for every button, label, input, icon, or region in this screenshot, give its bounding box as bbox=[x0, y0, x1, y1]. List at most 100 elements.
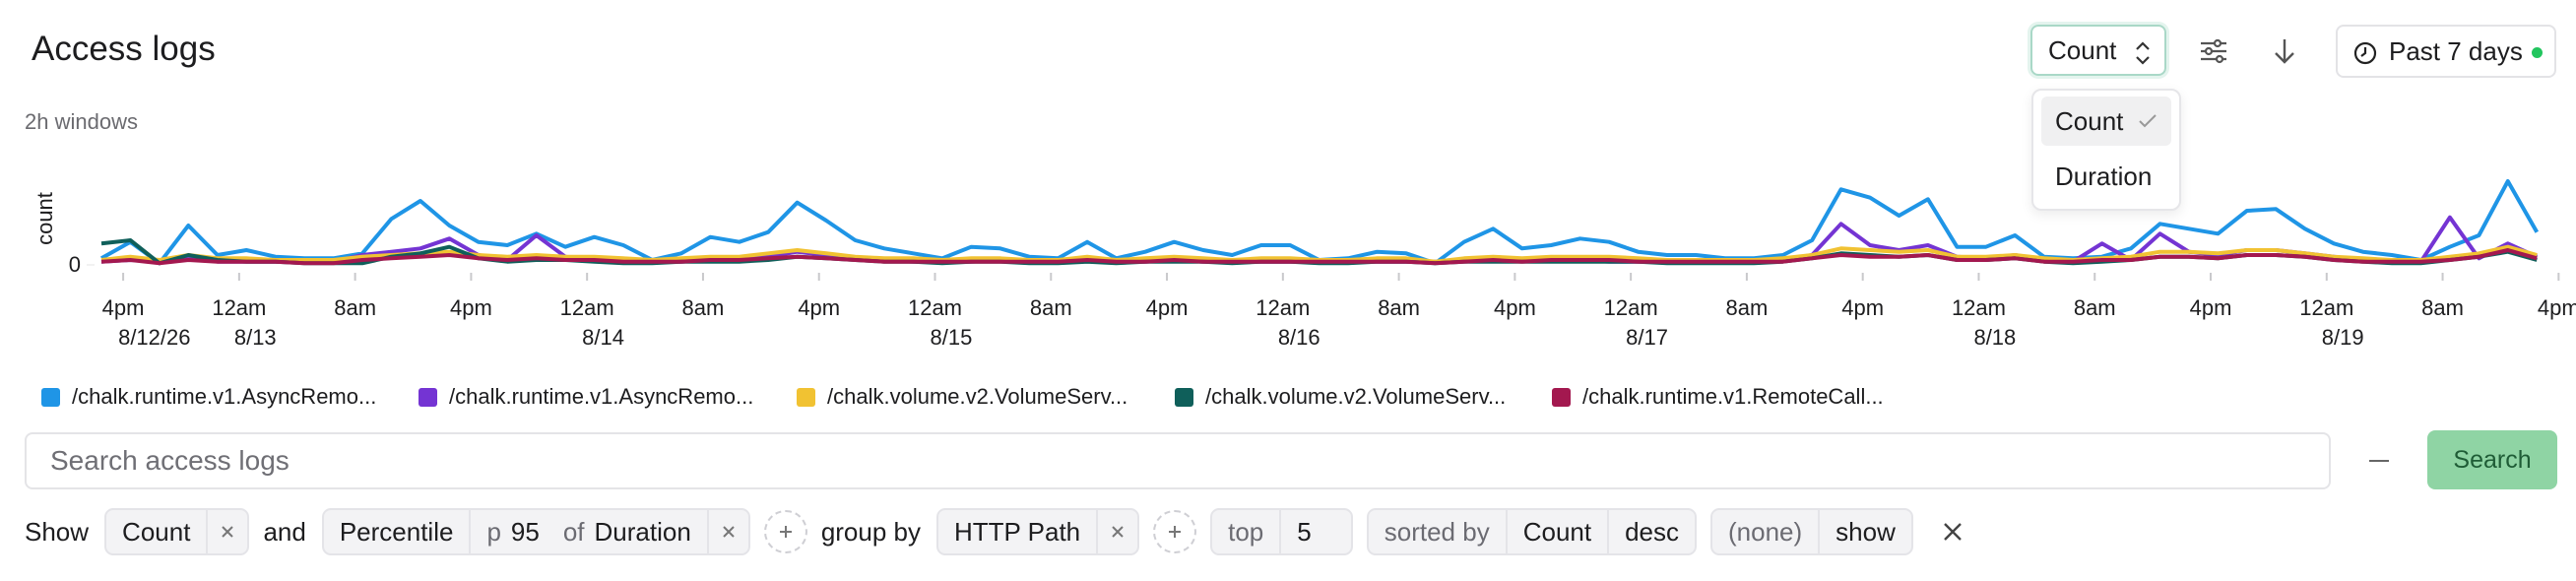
series-line bbox=[100, 248, 2538, 266]
y-axis-label: count bbox=[32, 192, 57, 245]
x-tick-label: 12am bbox=[1256, 295, 1310, 320]
chevrons-icon bbox=[2136, 41, 2150, 65]
remove-button[interactable] bbox=[208, 510, 247, 553]
check-icon bbox=[2139, 114, 2157, 128]
x-tick-label: 12am bbox=[1604, 295, 1658, 320]
chip-text: Percentile bbox=[324, 510, 472, 553]
legend-swatch bbox=[41, 387, 60, 407]
legend-swatch bbox=[1175, 387, 1193, 407]
menu-option-label: Duration bbox=[2055, 161, 2153, 191]
x-tick-label: 12am bbox=[560, 295, 614, 320]
chip-label: (none) bbox=[1712, 510, 1821, 553]
legend-label: /chalk.runtime.v1.RemoteCall... bbox=[1582, 384, 1884, 409]
legend-item[interactable]: /chalk.runtime.v1.AsyncRemo... bbox=[41, 384, 376, 410]
page-title: Access logs bbox=[32, 30, 216, 68]
x-tick-date: 8/13 bbox=[234, 325, 277, 350]
query-word: and bbox=[263, 516, 306, 547]
legend-swatch bbox=[419, 387, 437, 407]
search-button-label: Search bbox=[2453, 445, 2532, 474]
legend-swatch bbox=[797, 387, 815, 407]
add-button[interactable] bbox=[1153, 510, 1197, 553]
legend-label: /chalk.volume.v2.VolumeServ... bbox=[827, 384, 1128, 409]
x-tick-date: 8/14 bbox=[582, 325, 624, 350]
x-tick-date: 8/17 bbox=[1626, 325, 1668, 350]
x-tick-label: 8am bbox=[2074, 295, 2116, 320]
clear-button[interactable] bbox=[2367, 451, 2391, 471]
group-chip[interactable]: HTTP Path bbox=[936, 508, 1140, 555]
remove-button[interactable] bbox=[1098, 510, 1137, 553]
chip-text: Duration bbox=[594, 516, 691, 547]
window-label: 2h windows bbox=[25, 109, 138, 134]
sort-chip[interactable]: sorted by Count desc bbox=[1366, 508, 1698, 555]
menu-option[interactable]: Duration bbox=[2041, 152, 2171, 201]
x-tick-date: 8/15 bbox=[930, 325, 972, 350]
clock-icon bbox=[2353, 41, 2377, 65]
remove-button[interactable] bbox=[709, 510, 748, 553]
chip-text: Count bbox=[106, 510, 209, 553]
x-tick-label: 8am bbox=[1030, 295, 1072, 320]
x-tick-label: 12am bbox=[2299, 295, 2353, 320]
x-tick-label: 8am bbox=[1378, 295, 1420, 320]
metric-select[interactable]: Count bbox=[2030, 25, 2166, 76]
legend-item[interactable]: /chalk.runtime.v1.RemoteCall... bbox=[1552, 384, 1884, 410]
legend-label: /chalk.runtime.v1.AsyncRemo... bbox=[72, 384, 377, 409]
chip-text: desc bbox=[1625, 516, 1680, 547]
x-tick-label: 12am bbox=[212, 295, 266, 320]
aggregation-chip[interactable]: Count bbox=[104, 508, 250, 555]
query-bar: Show Count and Percentile p 95 of Duration … bbox=[25, 507, 1964, 556]
legend-swatch bbox=[1552, 387, 1571, 407]
add-button[interactable] bbox=[763, 510, 807, 553]
chip-text: show bbox=[1835, 516, 1896, 547]
x-tick-label: 4pm bbox=[798, 295, 840, 320]
x-tick-label: 4pm bbox=[2190, 295, 2232, 320]
x-tick-label: 4pm bbox=[2538, 295, 2576, 320]
chip-text: HTTP Path bbox=[938, 510, 1099, 553]
live-indicator bbox=[2532, 47, 2543, 58]
chip-label: of bbox=[562, 516, 585, 547]
x-tick-label: 8am bbox=[334, 295, 376, 320]
settings-button[interactable] bbox=[2198, 35, 2229, 67]
x-tick-date: 8/12/26 bbox=[118, 325, 190, 350]
search-input[interactable]: Search access logs bbox=[25, 432, 2331, 489]
time-range-button[interactable]: Past 7 days bbox=[2336, 25, 2556, 78]
x-tick-date: 8/18 bbox=[1973, 325, 2016, 350]
metric-select-value: Count bbox=[2048, 34, 2117, 65]
x-tick-label: 12am bbox=[1952, 295, 2006, 320]
filter-chip[interactable]: (none) show bbox=[1710, 508, 1913, 555]
clear-query-button[interactable] bbox=[1941, 520, 1964, 544]
chip-text: 95 bbox=[510, 516, 540, 547]
menu-option[interactable]: Count bbox=[2041, 97, 2171, 146]
legend-item[interactable]: /chalk.runtime.v1.AsyncRemo... bbox=[419, 384, 753, 410]
percentile-chip[interactable]: Percentile p 95 of Duration bbox=[321, 508, 750, 555]
chip-text: Count bbox=[1508, 510, 1610, 553]
x-tick-label: 4pm bbox=[1494, 295, 1536, 320]
search-placeholder: Search access logs bbox=[50, 445, 290, 476]
chip-label: sorted by bbox=[1369, 510, 1508, 553]
x-tick-label: 4pm bbox=[450, 295, 492, 320]
search-button[interactable]: Search bbox=[2427, 430, 2557, 489]
x-tick-label: 12am bbox=[908, 295, 962, 320]
chip-text: 5 bbox=[1297, 516, 1312, 547]
x-tick-date: 8/16 bbox=[1278, 325, 1320, 350]
x-tick-label: 8am bbox=[2421, 295, 2464, 320]
x-tick-label: 4pm bbox=[1841, 295, 1884, 320]
chart: count 0 4pm 8/12/26 12am 8/13 8am 4pm 12am 8/14 8… bbox=[32, 179, 2576, 350]
metric-menu: Count Duration bbox=[2031, 89, 2181, 211]
top-chip[interactable]: top 5 bbox=[1210, 508, 1353, 555]
query-word: Show bbox=[25, 516, 90, 547]
legend-item[interactable]: /chalk.volume.v2.VolumeServ... bbox=[797, 384, 1127, 410]
time-range-label: Past 7 days bbox=[2389, 35, 2523, 66]
legend-label: /chalk.volume.v2.VolumeServ... bbox=[1205, 384, 1507, 409]
menu-option-label: Count bbox=[2055, 105, 2124, 136]
y-tick-label: 0 bbox=[69, 252, 81, 277]
x-tick-label: 8am bbox=[682, 295, 725, 320]
download-button[interactable] bbox=[2271, 35, 2298, 67]
legend-item[interactable]: /chalk.volume.v2.VolumeServ... bbox=[1175, 384, 1506, 410]
x-tick-date: 8/19 bbox=[2322, 325, 2364, 350]
chip-label: top bbox=[1212, 510, 1282, 553]
legend-label: /chalk.runtime.v1.AsyncRemo... bbox=[449, 384, 754, 409]
query-word: group by bbox=[820, 516, 921, 547]
x-tick-label: 4pm bbox=[1146, 295, 1189, 320]
chip-label: p bbox=[486, 516, 501, 547]
